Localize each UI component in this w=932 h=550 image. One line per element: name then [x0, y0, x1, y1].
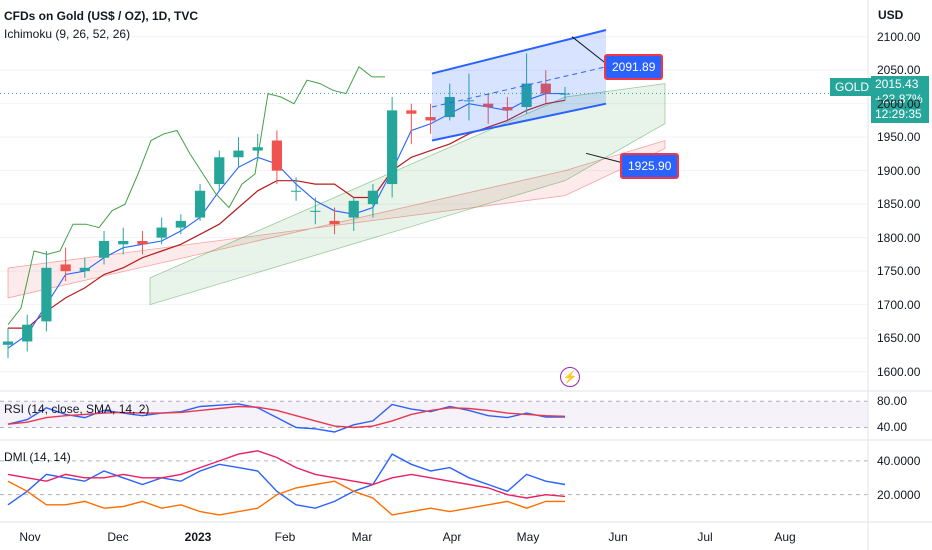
candle-body: [559, 93, 571, 95]
time-tick: Jul: [697, 530, 713, 544]
time-tick: Jun: [608, 530, 628, 544]
price-change: +23.87%: [875, 92, 923, 106]
candle-body: [271, 140, 283, 171]
candle-body: [118, 240, 129, 245]
time-tick: Dec: [107, 530, 129, 544]
candle-body: [22, 324, 33, 342]
candle-body: [540, 83, 551, 94]
candle-body: [233, 150, 244, 158]
price-tick: 1750.00: [877, 264, 921, 279]
candle-body: [214, 157, 225, 185]
time-tick: May: [516, 530, 540, 544]
candle-body: [98, 240, 110, 258]
time-tick: Mar: [351, 530, 373, 544]
conversion-line: [7, 93, 565, 349]
lower-price-callout[interactable]: 1925.90: [620, 153, 680, 179]
upper-price-callout[interactable]: 2091.89: [604, 54, 664, 80]
rsi-band: [0, 401, 868, 428]
candle-body: [137, 240, 148, 245]
lagging-span: [7, 66, 385, 326]
price-tick: 1700.00: [877, 297, 921, 312]
candle-body: [290, 190, 302, 192]
pane-tick: 40.0000: [877, 453, 921, 468]
candle-body: [252, 147, 263, 151]
currency-label: USD: [878, 8, 904, 22]
candle-body: [483, 103, 494, 108]
time-tick: Apr: [442, 530, 462, 544]
chart-title: CFDs on Gold (US$ / OZ), 1D, TVC: [4, 9, 199, 23]
series-line: [7, 450, 566, 499]
candle-body: [502, 107, 513, 111]
price-tick: 2000.00: [877, 96, 921, 111]
candle-body: [425, 117, 436, 121]
rsi-label: RSI (14, close, SMA, 14, 2): [4, 402, 150, 416]
candle-body: [367, 190, 379, 205]
price-tick: 1650.00: [877, 331, 921, 346]
price-tick: 2050.00: [877, 63, 921, 78]
last-price-box: 2015.43 +23.87% 12:29:35: [871, 76, 929, 123]
candle-body: [463, 100, 475, 102]
channel-mid: [431, 66, 607, 108]
candle-body: [79, 267, 90, 272]
price-tick: 1800.00: [877, 230, 921, 245]
dmi-pane: [0, 450, 868, 516]
time-tick: Feb: [274, 530, 296, 544]
pane-tick: 20.0000: [877, 487, 921, 502]
grid: [0, 36, 868, 373]
time-tick: 2023: [184, 530, 212, 544]
candle-body: [444, 96, 455, 118]
series-line: [7, 405, 566, 429]
candle-body: [60, 264, 71, 272]
time-tick: Nov: [19, 530, 41, 544]
candle-body: [521, 83, 532, 108]
price-tick: 1950.00: [877, 130, 921, 145]
candle-body: [310, 210, 321, 212]
pane-tick: 40.00: [877, 420, 908, 435]
price-tick: 2100.00: [877, 29, 921, 44]
flash-icon[interactable]: ⚡: [560, 367, 580, 387]
price-tick: 1600.00: [877, 364, 921, 379]
channel-fill: [432, 30, 606, 141]
price-channel: [0, 29, 868, 164]
cloud-red: [7, 139, 666, 299]
candles: [2, 53, 571, 359]
candle-body: [156, 227, 167, 238]
candle-body: [41, 267, 52, 322]
pane-tick: 80.00: [877, 394, 908, 409]
rsi-pane: [0, 400, 868, 433]
channel-upper: [431, 29, 607, 75]
callout-leader-lower: [585, 152, 623, 164]
price-tick: 1900.00: [877, 163, 921, 178]
price-tick: 1850.00: [877, 197, 921, 212]
candle-body: [329, 220, 340, 225]
dmi-label: DMI (14, 14): [4, 450, 71, 464]
series-line: [7, 480, 565, 516]
candle-body: [2, 341, 14, 345]
channel-lower: [431, 102, 607, 142]
symbol-tag: GOLD: [830, 78, 875, 96]
callout-leader-upper: [571, 36, 607, 64]
bar-countdown: 12:29:35: [875, 107, 922, 121]
series-line: [7, 453, 566, 509]
indicator-label: Ichimoku (9, 26, 52, 26): [4, 27, 131, 41]
candle-body: [175, 220, 186, 228]
candle-body: [194, 190, 206, 218]
candle-body: [348, 200, 359, 218]
series-line: [7, 403, 565, 433]
last-price: 2015.43: [875, 77, 919, 91]
candle-body: [406, 110, 417, 114]
candle-body: [387, 110, 398, 185]
time-tick: Aug: [774, 530, 796, 544]
